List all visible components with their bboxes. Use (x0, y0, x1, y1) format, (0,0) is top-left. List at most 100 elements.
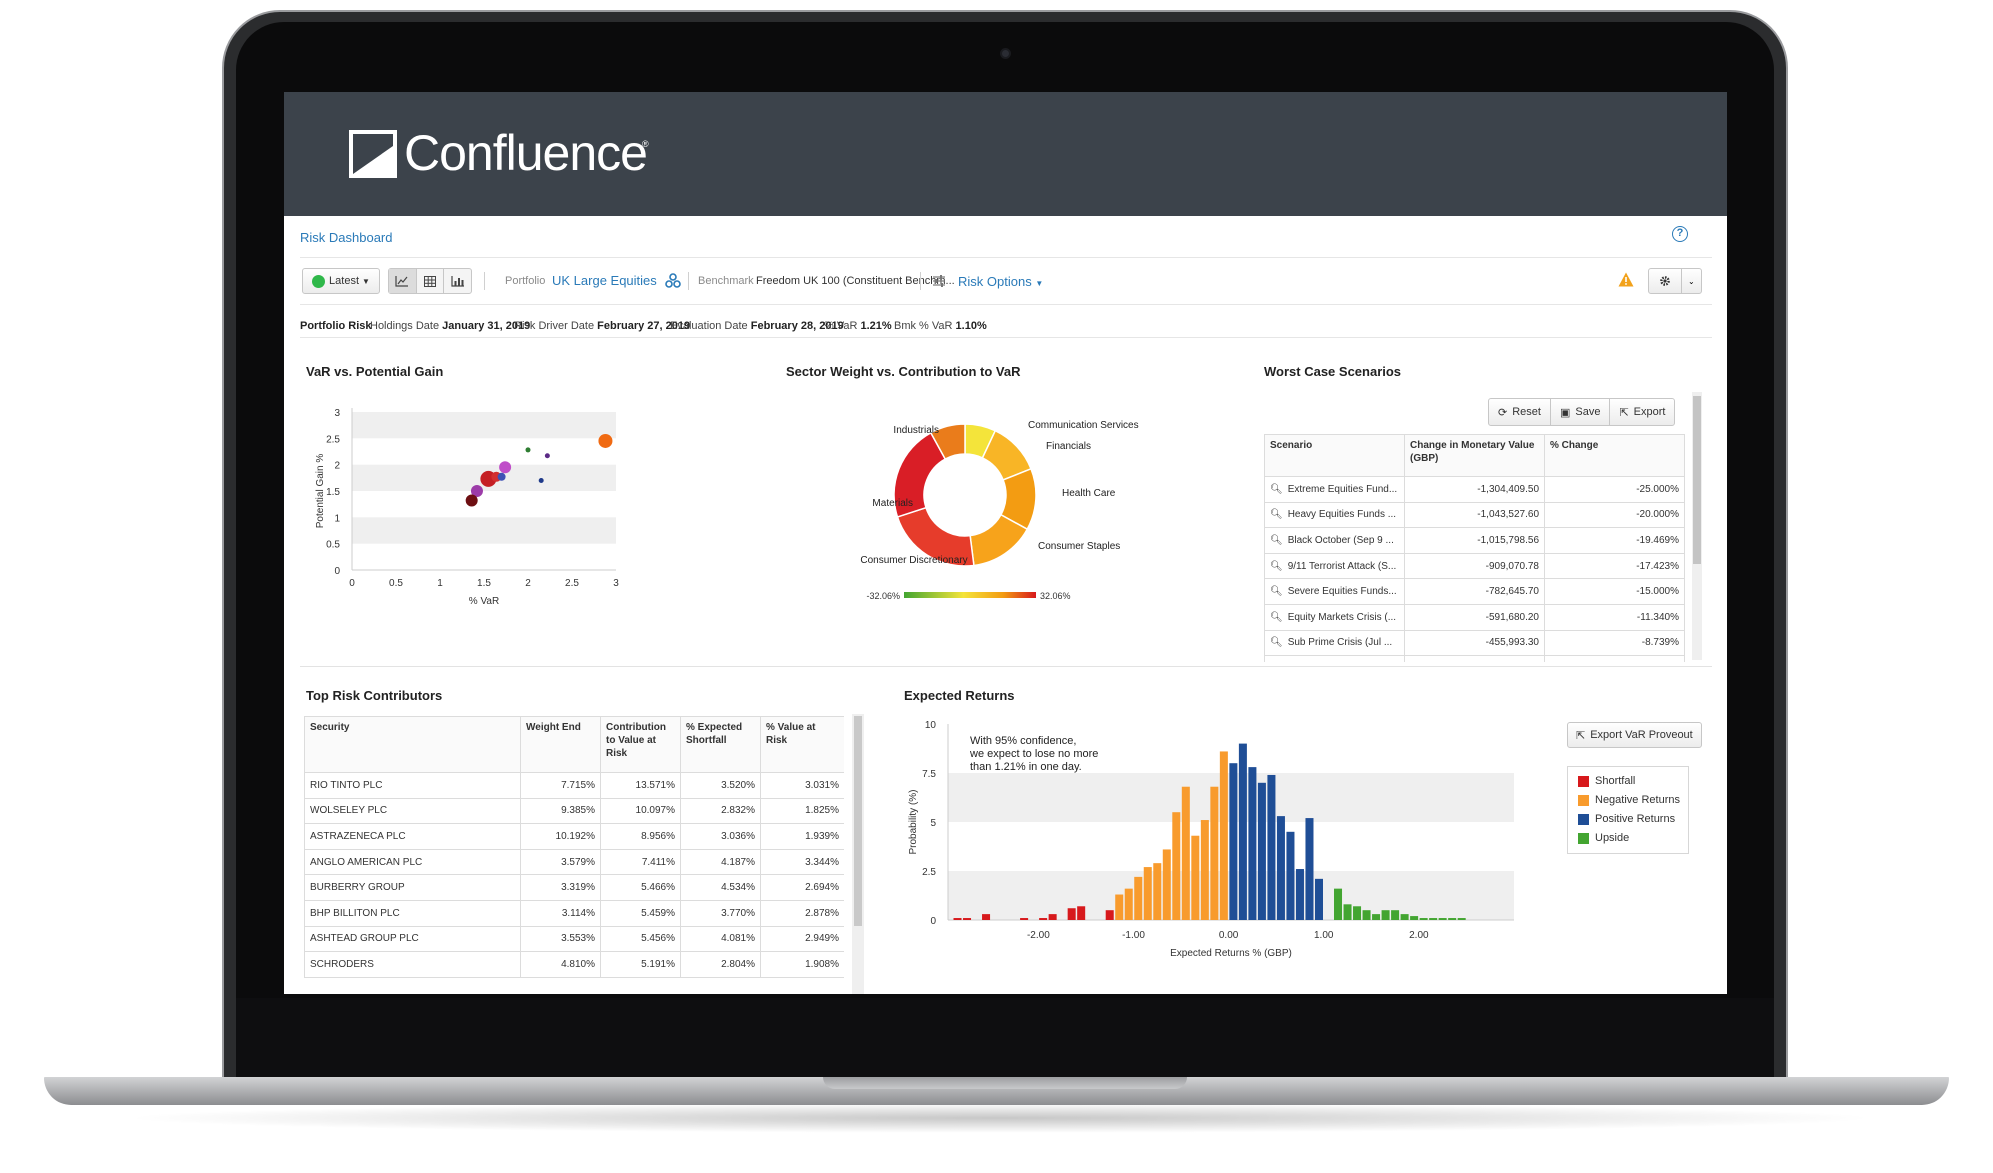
scatter-point[interactable] (497, 472, 506, 481)
magnifier-icon[interactable]: 🔍︎ (1270, 611, 1283, 623)
table-view-button[interactable] (417, 269, 445, 293)
histogram-bar[interactable] (1124, 888, 1133, 920)
column-header-value-at-risk[interactable]: % Value at Risk (760, 716, 844, 773)
latest-dropdown-button[interactable]: Latest ▼ (302, 268, 380, 294)
table-row[interactable]: 🔍︎Lehman Brothers Cras...-429,352.00-8.2… (1264, 655, 1685, 662)
histogram-bar[interactable] (1286, 831, 1295, 920)
scenario-cell[interactable]: 🔍︎ Severe Equities Funds... (1264, 578, 1405, 605)
save-button[interactable]: ▣ Save (1551, 399, 1611, 425)
legend-item-upside[interactable]: Upside (1578, 832, 1629, 844)
histogram-bar[interactable] (1419, 918, 1428, 920)
bar-chart-view-button[interactable] (444, 269, 471, 293)
sliders-icon[interactable] (932, 274, 946, 288)
histogram-bar[interactable] (1191, 835, 1200, 920)
scatter-point[interactable] (499, 461, 512, 474)
histogram-bar[interactable] (1305, 818, 1314, 920)
histogram-bar[interactable] (1162, 849, 1171, 920)
histogram-bar[interactable] (1048, 914, 1057, 920)
help-icon[interactable]: ? (1672, 226, 1688, 242)
histogram-bar[interactable] (1343, 904, 1352, 920)
table-row[interactable]: 🔍︎ Equity Markets Crisis (... -591,680.20-… (1264, 603, 1685, 631)
scatter-point[interactable] (465, 494, 478, 507)
portfolio-network-icon[interactable] (665, 273, 681, 289)
magnifier-icon[interactable]: 🔍︎ (1270, 586, 1283, 598)
scenario-cell[interactable]: 🔍︎ Heavy Equities Funds ... (1264, 501, 1405, 529)
histogram-bar[interactable] (1295, 869, 1304, 920)
table-row[interactable]: 🔍︎ Extreme Equities Fund... -1,304,409.50-… (1264, 476, 1685, 503)
histogram-bar[interactable] (1314, 878, 1323, 920)
table-row[interactable]: 🔍︎ 9/11 Terrorist Attack (S... -909,070.78… (1264, 552, 1685, 580)
scenario-cell[interactable]: 🔍︎ Extreme Equities Fund... (1264, 476, 1405, 503)
scatter-point[interactable] (544, 453, 550, 459)
column-header-contribution-var[interactable]: Contribution to Value at Risk (600, 716, 681, 773)
donut-slice[interactable] (929, 423, 966, 461)
histogram-bar[interactable] (1381, 910, 1390, 920)
histogram-bar[interactable] (1334, 888, 1343, 920)
histogram-bar[interactable] (1210, 786, 1219, 920)
scatter-point[interactable] (470, 485, 483, 497)
legend-item-shortfall[interactable]: Shortfall (1578, 775, 1635, 787)
histogram-bar[interactable] (982, 914, 991, 920)
histogram-bar[interactable] (1276, 816, 1285, 920)
line-chart-view-button[interactable] (389, 269, 417, 293)
magnifier-icon[interactable]: 🔍︎ (1270, 509, 1283, 521)
histogram-bar[interactable] (1039, 918, 1048, 920)
table-row[interactable]: 🔍︎ Sub Prime Crisis (Jul ... -455,993.30 -8… (1264, 629, 1685, 657)
histogram-bar[interactable] (1438, 918, 1447, 920)
risk-options-dropdown[interactable]: Risk Options ▼ (958, 274, 1043, 289)
histogram-bar[interactable] (1391, 910, 1400, 920)
histogram-bar[interactable] (1429, 918, 1438, 920)
histogram-bar[interactable] (1067, 908, 1076, 920)
histogram-bar[interactable] (953, 918, 962, 920)
column-header-weight-end[interactable]: Weight End (520, 716, 601, 773)
histogram-bar[interactable] (1372, 914, 1381, 920)
portfolio-selector[interactable]: UK Large Equities (552, 273, 657, 288)
histogram-bar[interactable] (1267, 774, 1276, 920)
benchmark-selector[interactable]: Freedom UK 100 (Constituent Benchm... (756, 275, 955, 287)
column-header-pct-change[interactable]: % Change (1544, 434, 1685, 477)
table-row[interactable]: ASTRAZENECA PLC 10.192% 8.956% 3.036% 1.939% (304, 823, 844, 850)
page-title[interactable]: Risk Dashboard (300, 230, 393, 245)
histogram-bar[interactable] (1362, 910, 1371, 920)
histogram-bar[interactable] (1229, 763, 1238, 920)
scenario-cell[interactable]: 🔍︎ Sub Prime Crisis (Jul ... (1264, 629, 1405, 657)
histogram-bar[interactable] (1077, 906, 1086, 920)
table-row[interactable]: 🔍︎ Severe Equities Funds... -782,645.70 -15… (1264, 578, 1685, 605)
magnifier-icon[interactable]: 🔍︎ (1270, 560, 1283, 572)
export-button[interactable]: ⇱ Export (1610, 399, 1674, 425)
histogram-bar[interactable] (1143, 867, 1152, 920)
histogram-bar[interactable] (1115, 894, 1124, 920)
histogram-bar[interactable] (1400, 914, 1409, 920)
magnifier-icon[interactable]: 🔍︎ (1270, 534, 1283, 546)
histogram-bar[interactable] (1153, 863, 1162, 920)
histogram-bar[interactable] (1172, 812, 1181, 920)
legend-item-negative-returns[interactable]: Negative Returns (1578, 794, 1680, 806)
table-row[interactable]: ASHTEAD GROUP PLC 3.553% 5.456% 4.081% 2.949… (304, 925, 844, 953)
table-row[interactable]: 🔍︎ Heavy Equities Funds ... -1,043,527.60-… (1264, 501, 1685, 529)
scatter-point[interactable] (538, 477, 544, 483)
histogram-bar[interactable] (1020, 918, 1029, 920)
reset-button[interactable]: ⟳ Reset (1489, 399, 1551, 425)
table-row[interactable]: SCHRODERS 4.810% 5.191% 2.804% 1.908% (304, 951, 844, 978)
warning-icon[interactable] (1618, 272, 1634, 287)
table-row[interactable]: 🔍︎ Black October (Sep 9 ... -1,015,798.56-… (1264, 527, 1685, 554)
table-row[interactable]: ANGLO AMERICAN PLC 3.579% 7.411% 4.187% 3.34… (304, 848, 844, 876)
column-header-expected-shortfall[interactable]: % Expected Shortfall (680, 716, 761, 773)
histogram-bar[interactable] (1448, 918, 1457, 920)
scatter-point[interactable] (598, 433, 613, 448)
export-var-proveout-button[interactable]: ⇱ Export VaR Proveout (1567, 722, 1702, 748)
histogram-bar[interactable] (1353, 906, 1362, 920)
scenario-cell[interactable]: 🔍︎ Equity Markets Crisis (... (1264, 603, 1405, 631)
scatter-point[interactable] (525, 447, 531, 453)
table-row[interactable]: WOLSELEY PLC 9.385% 10.097% 2.832% 1.825% (304, 797, 844, 825)
settings-button[interactable] (1649, 269, 1682, 293)
column-header-change-value[interactable]: Change in Monetary Value (GBP) (1404, 434, 1545, 477)
histogram-bar[interactable] (1105, 910, 1114, 920)
histogram-bar[interactable] (1134, 876, 1143, 920)
top-risk-scrollbar-thumb[interactable] (854, 716, 862, 926)
histogram-bar[interactable] (1457, 918, 1466, 920)
magnifier-icon[interactable]: 🔍︎ (1270, 637, 1283, 649)
magnifier-icon[interactable]: 🔍︎ (1270, 483, 1283, 495)
histogram-bar[interactable] (1200, 820, 1209, 920)
scenario-cell[interactable]: 🔍︎ Black October (Sep 9 ... (1264, 527, 1405, 554)
